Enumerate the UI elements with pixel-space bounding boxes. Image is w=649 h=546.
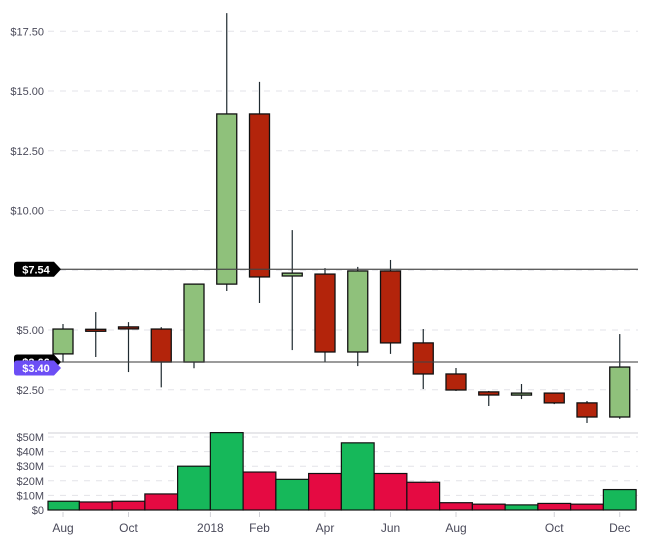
candle-down [117,322,140,373]
price-tick-label: $5.00 [16,325,44,337]
candle-body [216,113,238,285]
candle-up [347,266,369,367]
candle-body [183,283,205,363]
volume-bar-down [78,501,113,511]
candles [52,13,631,423]
volume-tick-label: $40M [16,447,44,459]
candle-down [150,327,172,388]
candle-down [85,312,107,358]
volume-bar-down [406,481,441,511]
volume-bar-down [439,502,473,511]
volume-bar-up [209,432,244,511]
candle-body [510,392,533,396]
candle-body [117,326,140,330]
x-tick-label: 2018 [197,521,224,535]
volume-tick-label: $50M [16,432,44,444]
volume-bar-down [111,500,146,511]
candle-down [478,390,500,407]
price-grid [48,30,638,391]
price-tick-label: $17.50 [10,26,44,38]
x-tick-label: Oct [119,521,138,535]
candle-body [379,270,402,344]
price-tick-label: $12.50 [10,146,44,158]
volume-axis-ticks: $0 $10M $20M $30M $40M $50M [16,432,44,517]
volume-bar-up [275,478,310,511]
candle-body [85,328,107,332]
volume-bar-down [308,472,342,511]
candle-up [609,334,631,419]
price-tick-label: $2.50 [16,385,44,397]
x-tick-label: Aug [52,521,73,535]
price-tag-label: $3.40 [22,363,50,375]
volume-tick-label: $30M [16,461,44,473]
x-tick-label: Aug [445,521,466,535]
price-lines: $7.54$3.66$3.40 [14,261,638,376]
x-tick-label: Jun [381,521,400,535]
volume-bar-down [471,503,506,511]
candle-body [412,342,434,375]
candle-body [609,366,631,418]
x-tick-label: Apr [316,521,335,535]
candle-body [445,373,467,391]
volume-bar-up [47,500,80,511]
volume-bar-up [340,442,375,511]
volume-tick-label: $20M [16,476,44,488]
x-tick-label: Feb [249,521,270,535]
price-tag-current: $3.40 [14,360,61,376]
price-tick-label: $10.00 [10,206,44,218]
candle-body [52,328,74,355]
candle-body [150,328,172,363]
candle-up [216,13,238,292]
candle-down [248,81,271,303]
volume-bar-down [570,503,604,511]
volume-bar-up [177,465,211,511]
candle-down [314,268,336,363]
candle-up [52,324,74,363]
x-tick-label: Oct [545,521,564,535]
price-tag [14,360,61,376]
candle-up [183,283,205,369]
candle-down [379,259,402,354]
volume-bar-up [504,504,539,511]
volume-bars [47,432,637,511]
x-tick-label: Dec [609,521,630,535]
price-tag-label: $7.54 [22,264,50,276]
candle-down [543,392,565,405]
candle-down [576,400,598,423]
candle-up [510,384,533,400]
candle-body [248,113,271,278]
price-tag [14,261,61,277]
volume-tick-label: $0 [32,505,44,517]
price-axis-ticks: $2.50$5.00$7.50$10.00$12.50$15.00$17.50 [10,26,44,397]
candle-down [445,368,467,391]
volume-tick-label: $10M [16,490,44,502]
volume-bar-down [373,472,408,511]
price-tick-label: $15.00 [10,86,44,98]
volume-bar-up [602,488,637,511]
candle-body [347,270,369,353]
candle-up [281,230,303,351]
candle-body [281,272,303,277]
candle-body [576,402,598,418]
candle-body [543,392,565,404]
x-axis-ticks: Aug Oct 2018 Feb Apr Jun Aug Oct Dec [52,512,630,535]
volume-bar-down [144,493,179,511]
price-tag-7-54: $7.54 [14,261,61,277]
volume-bar-down [242,471,277,511]
candle-down [412,329,434,390]
candle-body [314,273,336,353]
candle-body [478,391,500,396]
volume-bar-down [537,502,572,511]
